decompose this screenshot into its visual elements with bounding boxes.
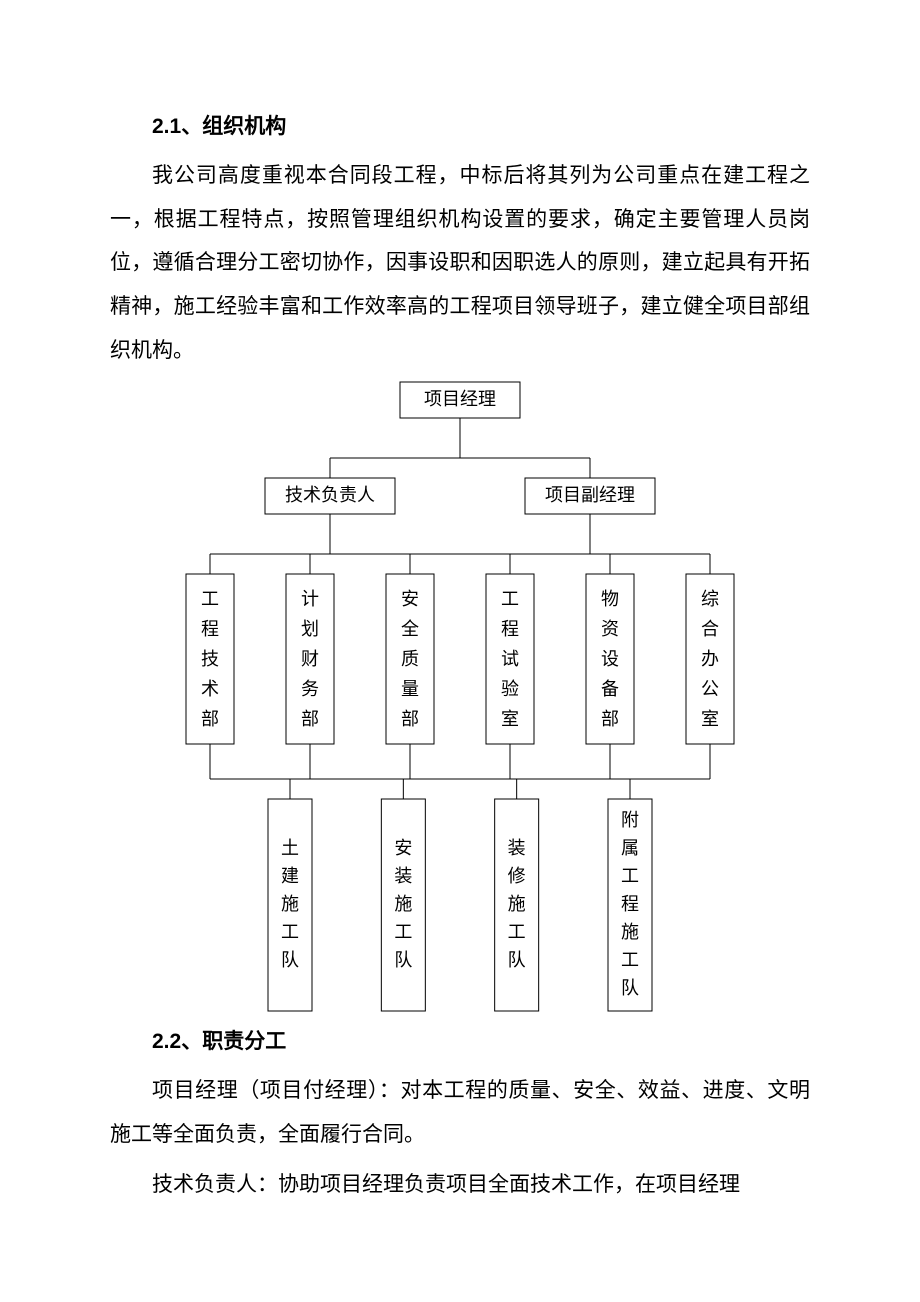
page: 2.1、组织机构 我公司高度重视本合同段工程，中标后将其列为公司重点在建工程之一… — [0, 0, 920, 1302]
section-2-2-p2: 技术负责人：协助项目经理负责项目全面技术工作，在项目经理 — [110, 1163, 810, 1207]
section-2-2-p1: 项目经理（项目付经理）：对本工程的质量、安全、效益、进度、文明施工等全面负责，全… — [110, 1069, 810, 1156]
svg-text:附属工程施工队: 附属工程施工队 — [621, 810, 639, 998]
svg-text:项目副经理: 项目副经理 — [545, 485, 635, 505]
svg-text:土建施工队: 土建施工队 — [281, 838, 299, 970]
svg-text:工程技术部: 工程技术部 — [201, 589, 219, 729]
svg-text:安全质量部: 安全质量部 — [401, 589, 419, 729]
svg-text:技术负责人: 技术负责人 — [285, 485, 375, 505]
section-2-1-paragraph: 我公司高度重视本合同段工程，中标后将其列为公司重点在建工程之一，根据工程特点，按… — [110, 154, 810, 372]
svg-text:物资设备部: 物资设备部 — [601, 589, 619, 729]
svg-text:工程试验室: 工程试验室 — [501, 589, 519, 729]
section-2-1-heading: 2.1、组织机构 — [110, 110, 810, 140]
svg-text:综合办公室: 综合办公室 — [701, 589, 719, 729]
svg-text:装修施工队: 装修施工队 — [508, 838, 526, 970]
svg-text:安装施工队: 安装施工队 — [394, 838, 412, 970]
svg-text:计划财务部: 计划财务部 — [301, 589, 319, 729]
org-chart: 项目经理技术负责人 项目副经理工程技术部 计划财务部 安全质量部 工程试验室 物资设备部 综… — [180, 378, 740, 1017]
svg-text:项目经理: 项目经理 — [424, 389, 496, 409]
section-2-2-heading: 2.2、职责分工 — [110, 1025, 810, 1055]
